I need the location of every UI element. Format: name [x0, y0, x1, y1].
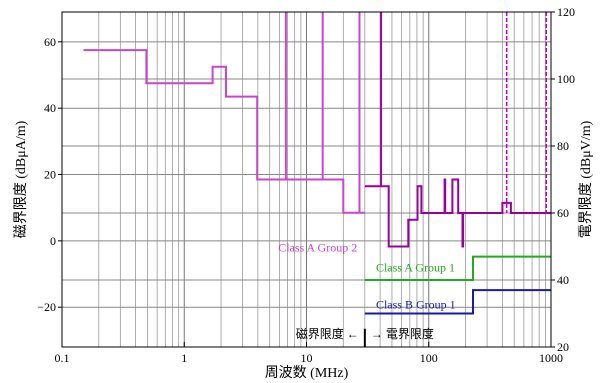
x-tick-label: 1 [181, 351, 187, 365]
labels-layer: 0.1 1 10 100 1000 60 40 20 0 −20 120 100 80 60 40 20 周波数… [13, 5, 594, 381]
series-label: Class A Group 1 [376, 261, 455, 275]
y-left-tick-label: 60 [44, 35, 56, 49]
y-right-tick-label: 60 [557, 206, 569, 220]
y-left-axis-title: 磁界限度 (dBμA/m) [13, 120, 29, 238]
y-right-tick-label: 20 [557, 340, 569, 354]
y-left-tick-label: 40 [44, 101, 56, 115]
y-left-tick-label: 0 [50, 234, 56, 248]
y-right-tick-label: 100 [557, 72, 575, 86]
series-line-class-a-group-2-30-1000-mhz [364, 178, 551, 248]
x-tick-label: 10 [301, 351, 313, 365]
y-right-tick-label: 120 [557, 5, 575, 19]
x-axis-title: 周波数 (MHz) [265, 365, 349, 381]
boundary-label-left: 磁界限度 ← [296, 326, 359, 341]
series-label: Class B Group 1 [376, 297, 456, 311]
y-right-axis-title: 電界限度 (dBμV/m) [578, 120, 594, 238]
y-right-tick-label: 40 [557, 273, 569, 287]
series-line-class-b-group-1 [364, 289, 551, 315]
series-label: Class A Group 2 [278, 241, 357, 255]
series-line-class-a-group-1 [364, 255, 551, 281]
boundary-label-right: → 電界限度 [371, 326, 434, 341]
x-tick-label: 0.1 [55, 351, 70, 365]
y-left-tick-label: 20 [44, 168, 56, 182]
series-line-class-a-group-2 [83, 49, 365, 214]
x-tick-label: 100 [420, 351, 438, 365]
x-tick-label: 1000 [539, 351, 563, 365]
y-right-tick-label: 80 [557, 139, 569, 153]
y-left-tick-label: −20 [37, 300, 56, 314]
axes [58, 11, 555, 348]
series-layer [83, 12, 551, 315]
